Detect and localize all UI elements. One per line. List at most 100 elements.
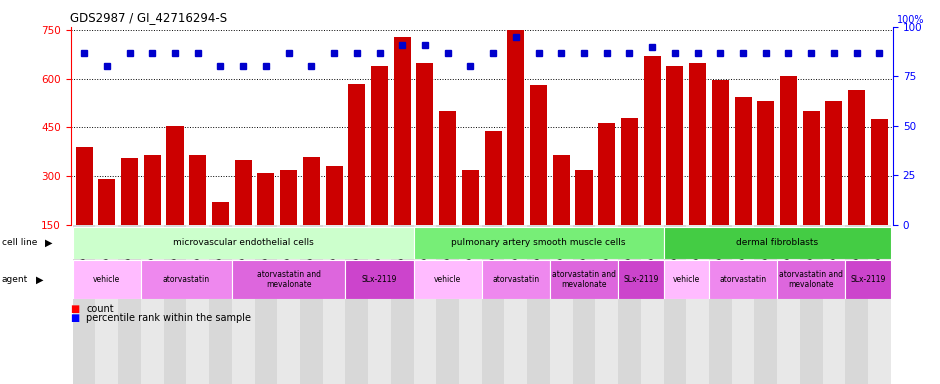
Bar — [371, 66, 388, 273]
Bar — [621, 118, 638, 273]
Text: agent: agent — [2, 275, 28, 284]
Text: atorvastatin: atorvastatin — [163, 275, 210, 284]
Bar — [72, 260, 141, 299]
Bar — [481, 260, 550, 299]
Bar — [550, 260, 619, 299]
Bar — [99, 179, 116, 273]
Bar — [598, 122, 616, 273]
Bar — [689, 63, 706, 273]
Bar — [280, 169, 297, 273]
Bar — [348, 84, 366, 273]
Bar — [644, 56, 661, 273]
Bar — [845, 225, 868, 384]
Bar — [664, 227, 891, 259]
Bar — [527, 225, 550, 384]
Bar — [96, 225, 118, 384]
Bar — [439, 111, 456, 273]
Text: atorvastatin and
mevalonate: atorvastatin and mevalonate — [257, 270, 321, 289]
Bar — [800, 225, 822, 384]
Bar — [505, 225, 527, 384]
Bar — [666, 66, 683, 273]
Bar — [72, 225, 96, 384]
Bar — [72, 227, 414, 259]
Bar — [641, 225, 664, 384]
Bar — [258, 174, 274, 273]
Text: vehicle: vehicle — [93, 275, 120, 284]
Bar — [212, 202, 229, 273]
Bar — [572, 225, 595, 384]
Bar — [235, 160, 252, 273]
Bar — [619, 225, 641, 384]
Bar — [118, 225, 141, 384]
Bar — [825, 101, 842, 273]
Bar — [485, 131, 502, 273]
Bar — [758, 101, 775, 273]
Bar — [232, 260, 345, 299]
Bar — [664, 260, 709, 299]
Text: GDS2987 / GI_42716294-S: GDS2987 / GI_42716294-S — [70, 11, 227, 24]
Text: vehicle: vehicle — [434, 275, 462, 284]
Bar — [303, 157, 320, 273]
Text: cell line: cell line — [2, 238, 38, 247]
Bar — [845, 260, 891, 299]
Bar — [368, 225, 391, 384]
Bar — [164, 225, 186, 384]
Bar — [394, 36, 411, 273]
Bar — [712, 80, 728, 273]
Bar — [780, 76, 797, 273]
Bar — [755, 225, 777, 384]
Bar — [803, 111, 820, 273]
Bar — [709, 260, 777, 299]
Bar — [300, 225, 322, 384]
Bar — [141, 260, 232, 299]
Bar — [255, 225, 277, 384]
Bar — [462, 169, 478, 273]
Text: 100%: 100% — [897, 15, 925, 25]
Text: atorvastatin and
mevalonate: atorvastatin and mevalonate — [552, 270, 616, 289]
Bar — [209, 225, 232, 384]
Bar — [166, 126, 183, 273]
Bar — [414, 227, 664, 259]
Text: atorvastatin and
mevalonate: atorvastatin and mevalonate — [779, 270, 843, 289]
Bar — [277, 225, 300, 384]
Bar — [870, 119, 888, 273]
Bar — [345, 260, 414, 299]
Bar — [325, 166, 342, 273]
Bar — [186, 225, 209, 384]
Text: count: count — [86, 304, 114, 314]
Bar — [709, 225, 731, 384]
Bar — [391, 225, 414, 384]
Text: atorvastatin: atorvastatin — [719, 275, 767, 284]
Text: SLx-2119: SLx-2119 — [623, 275, 659, 284]
Bar — [416, 63, 433, 273]
Bar — [75, 147, 93, 273]
Text: percentile rank within the sample: percentile rank within the sample — [86, 313, 252, 323]
Text: ▶: ▶ — [45, 238, 53, 248]
Text: ■: ■ — [70, 304, 80, 314]
Bar — [144, 155, 161, 273]
Bar — [595, 225, 619, 384]
Text: pulmonary artery smooth muscle cells: pulmonary artery smooth muscle cells — [451, 238, 626, 247]
Bar — [777, 225, 800, 384]
Bar — [121, 158, 138, 273]
Text: ■: ■ — [70, 313, 80, 323]
Bar — [414, 260, 481, 299]
Bar — [553, 155, 570, 273]
Bar — [777, 260, 845, 299]
Bar — [848, 90, 865, 273]
Bar — [734, 97, 752, 273]
Bar — [508, 30, 525, 273]
Bar — [436, 225, 459, 384]
Bar — [189, 155, 206, 273]
Bar — [686, 225, 709, 384]
Text: ▶: ▶ — [36, 275, 43, 285]
Text: atorvastatin: atorvastatin — [493, 275, 540, 284]
Bar — [322, 225, 345, 384]
Text: SLx-2119: SLx-2119 — [362, 275, 398, 284]
Bar — [575, 169, 592, 273]
Bar — [731, 225, 755, 384]
Bar — [345, 225, 368, 384]
Bar — [232, 225, 255, 384]
Bar — [459, 225, 481, 384]
Bar — [822, 225, 845, 384]
